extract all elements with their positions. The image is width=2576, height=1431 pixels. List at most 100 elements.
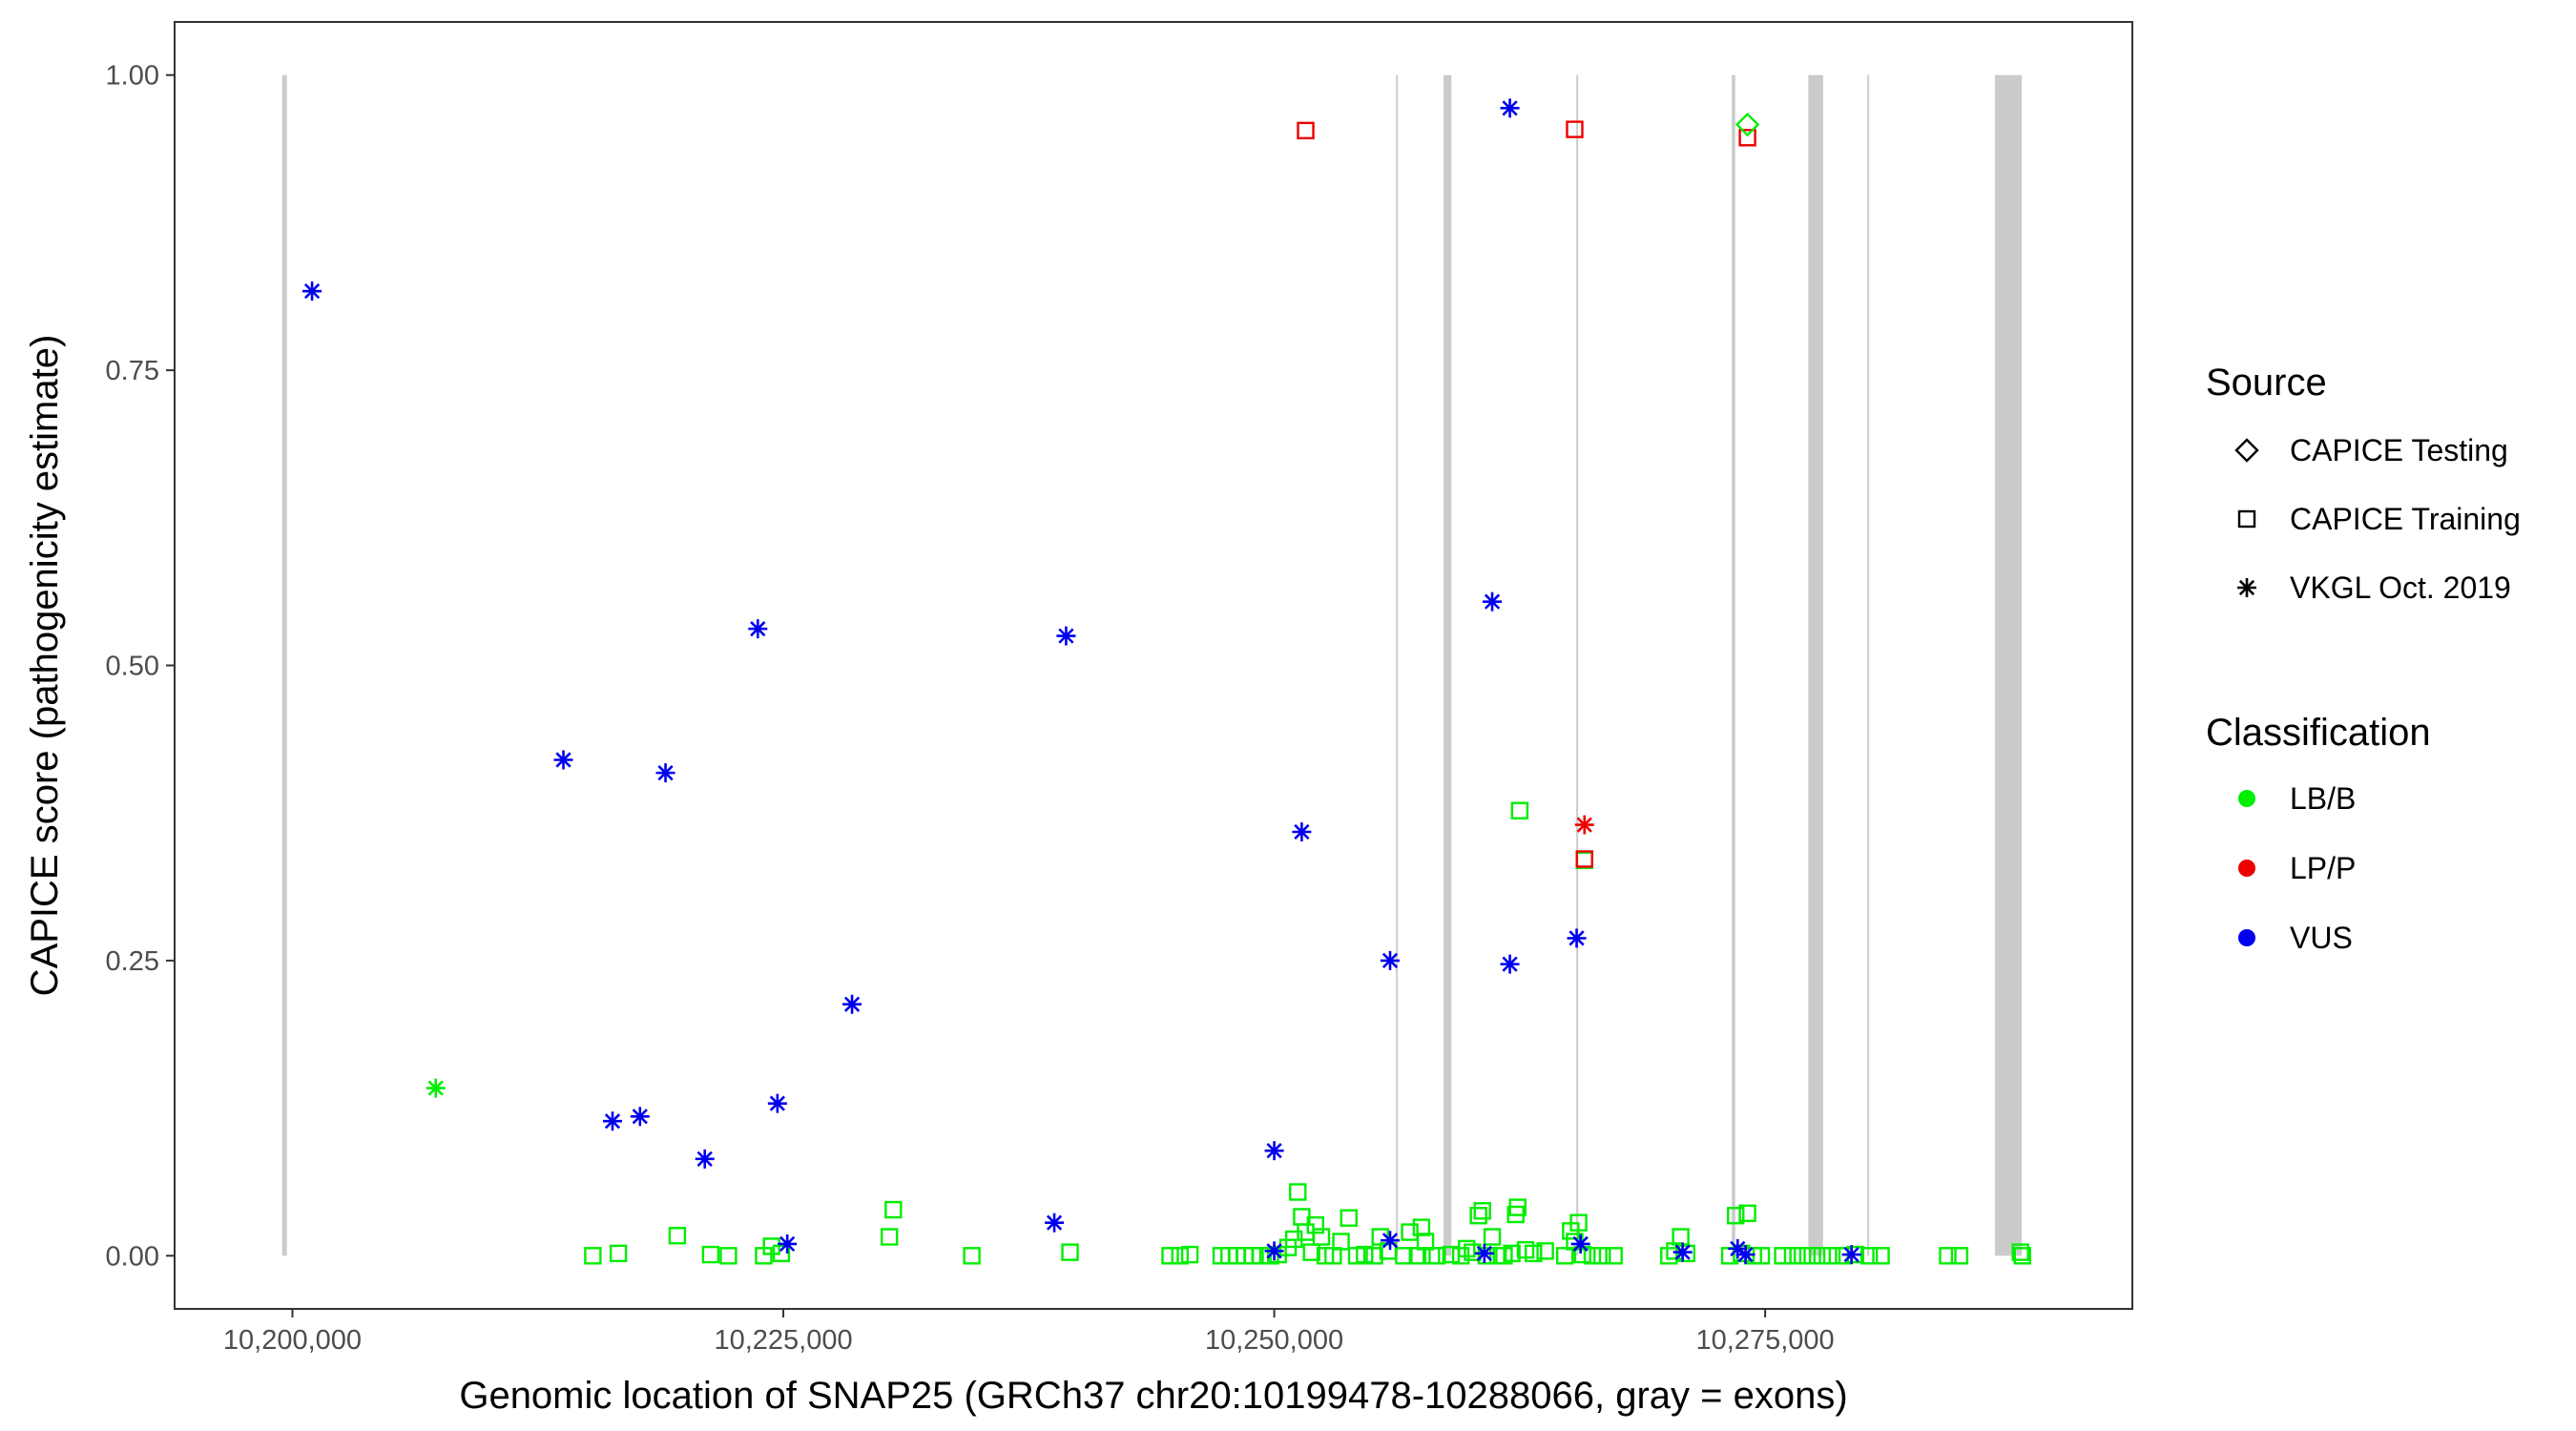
legend-source-title: Source xyxy=(2206,362,2327,404)
data-point xyxy=(1872,1247,1890,1265)
data-point xyxy=(655,763,675,783)
data-point xyxy=(1469,1207,1487,1225)
data-point xyxy=(884,1200,903,1219)
data-point xyxy=(695,1149,715,1169)
data-point xyxy=(1061,1243,1079,1261)
data-point xyxy=(1056,626,1076,646)
data-point xyxy=(1161,1247,1179,1265)
data-point xyxy=(1508,1198,1527,1216)
exon-band xyxy=(1808,74,1823,1256)
data-point xyxy=(1428,1247,1446,1265)
data-point xyxy=(1803,1247,1821,1265)
y-tick-label: 0.00 xyxy=(106,1241,159,1272)
legend-source-key xyxy=(2237,509,2256,529)
legend-source-label: VKGL Oct. 2019 xyxy=(2290,570,2511,605)
data-point xyxy=(1045,1213,1065,1233)
data-point xyxy=(1813,1247,1832,1265)
data-point xyxy=(1365,1247,1383,1265)
data-point xyxy=(1477,1247,1496,1265)
data-point xyxy=(1395,1247,1413,1265)
x-tick-label: 10,250,000 xyxy=(1205,1325,1343,1356)
data-point xyxy=(1569,1213,1588,1232)
axes: 0.00 0.25 0.50 0.75 1.00 10,200,000 10,225,000… xyxy=(106,61,1835,1356)
data-point xyxy=(1567,928,1587,948)
data-point xyxy=(2011,1243,2029,1261)
data-point xyxy=(772,1244,791,1263)
data-point xyxy=(1332,1233,1350,1251)
data-point xyxy=(1312,1228,1331,1246)
data-point xyxy=(426,1078,446,1098)
x-axis-title: Genomic location of SNAP25 (GRCh37 chr20… xyxy=(459,1375,1847,1417)
legend: Source Classification CAPICE Testing CAPI… xyxy=(2206,362,2521,955)
data-point xyxy=(1458,1239,1476,1258)
data-point xyxy=(1401,1223,1419,1241)
data-point xyxy=(668,1227,687,1245)
data-point xyxy=(1605,1247,1623,1265)
data-point xyxy=(1574,815,1594,835)
y-axis-title: CAPICE score (pathogenicity estimate) xyxy=(24,335,66,997)
legend-source-label: CAPICE Testing xyxy=(2290,433,2508,467)
data-point xyxy=(1555,1247,1574,1265)
data-point xyxy=(1672,1228,1690,1246)
data-point xyxy=(1525,1244,1543,1263)
data-point xyxy=(1570,1234,1590,1254)
legend-source-key xyxy=(2237,578,2256,597)
data-point xyxy=(1180,1245,1199,1264)
data-point xyxy=(553,750,573,770)
data-point xyxy=(584,1247,602,1265)
data-point xyxy=(1503,1244,1521,1263)
legend-classification-title: Classification xyxy=(2206,712,2431,754)
data-point xyxy=(842,994,862,1014)
data-point xyxy=(1660,1247,1678,1265)
y-tick-label: 1.00 xyxy=(106,61,159,92)
data-point xyxy=(1593,1247,1611,1265)
data-point xyxy=(1822,1247,1841,1265)
x-tick-label: 10,275,000 xyxy=(1696,1325,1835,1356)
exon-band xyxy=(1867,74,1870,1256)
data-point xyxy=(1783,1247,1802,1265)
legend-classification-key xyxy=(2238,790,2255,807)
data-point xyxy=(1500,954,1520,974)
y-tick-label: 0.50 xyxy=(106,652,159,682)
data-point xyxy=(1356,1245,1374,1264)
data-point xyxy=(1566,120,1584,138)
data-point xyxy=(1672,1242,1693,1262)
data-points xyxy=(302,98,2031,1265)
exon-band xyxy=(1732,74,1735,1256)
x-tick-label: 10,225,000 xyxy=(714,1325,852,1356)
exon-band xyxy=(1576,74,1579,1256)
data-point xyxy=(1292,822,1312,842)
data-point xyxy=(1939,1247,1957,1265)
data-point xyxy=(1483,591,1503,612)
exon-band xyxy=(1994,74,2023,1256)
data-point xyxy=(630,1107,650,1127)
data-point xyxy=(778,1234,798,1254)
data-point xyxy=(1500,98,1520,118)
x-tick-label: 10,200,000 xyxy=(223,1325,362,1356)
exon-band xyxy=(1396,74,1399,1256)
data-point xyxy=(1171,1247,1189,1265)
data-point xyxy=(1583,1247,1602,1265)
data-point xyxy=(1860,1247,1879,1265)
data-point xyxy=(2013,1247,2031,1265)
legend-classification-label: LB/B xyxy=(2290,781,2356,816)
legend-classification-label: LP/P xyxy=(2290,851,2356,885)
data-point xyxy=(1575,850,1593,868)
y-tick-label: 0.75 xyxy=(106,356,159,386)
data-point xyxy=(1340,1209,1358,1227)
data-point xyxy=(1841,1245,1861,1265)
data-point xyxy=(1381,950,1401,970)
data-point xyxy=(963,1247,981,1265)
data-point xyxy=(302,281,322,301)
data-point xyxy=(1738,129,1756,147)
data-point xyxy=(1536,1242,1554,1260)
legend-source-label: CAPICE Training xyxy=(2290,502,2521,536)
data-point xyxy=(1735,112,1760,137)
data-point xyxy=(1473,1202,1491,1220)
data-point xyxy=(1735,1245,1755,1265)
data-point xyxy=(1483,1228,1502,1246)
data-point xyxy=(1774,1247,1792,1265)
data-point xyxy=(1794,1247,1812,1265)
